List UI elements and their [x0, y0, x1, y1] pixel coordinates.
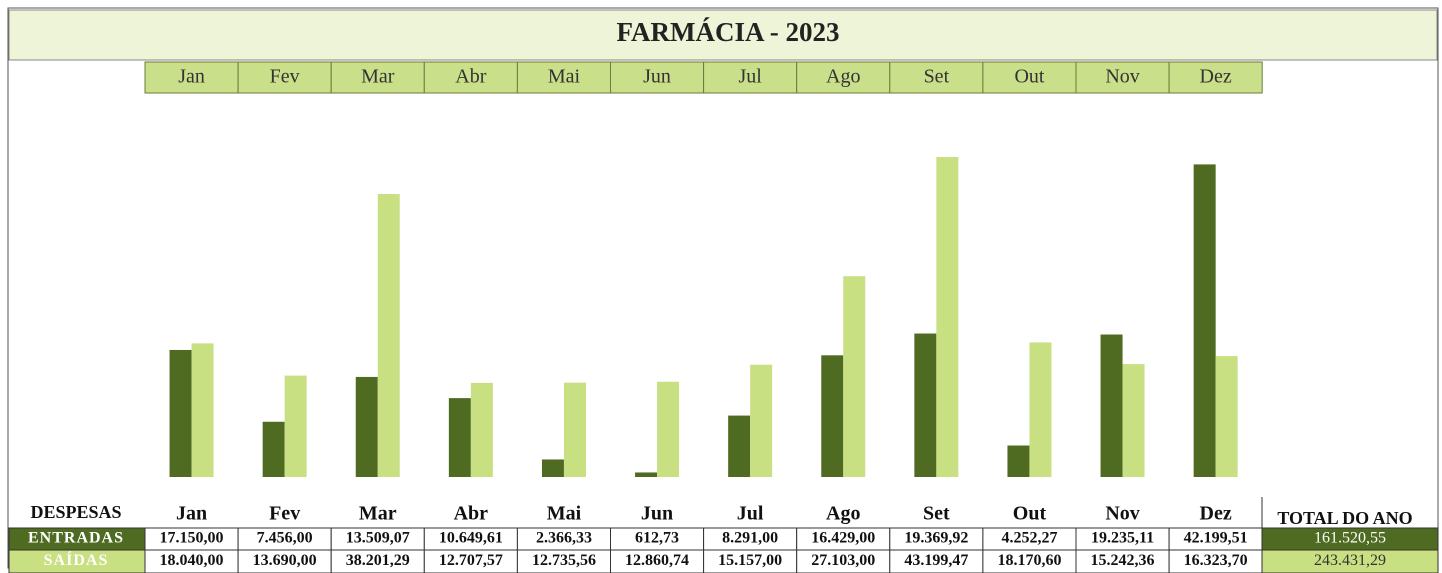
x-tick-label: Nov	[1105, 66, 1139, 88]
table-value: 18.040,00	[160, 552, 224, 569]
month-header-cell	[516, 61, 612, 94]
bar	[355, 376, 378, 477]
table-value: 13.690,00	[253, 552, 317, 569]
bar	[821, 355, 844, 477]
month-header-cell	[144, 61, 239, 94]
table-value: 15.157,00	[718, 552, 782, 569]
table-month: Mai	[547, 503, 582, 525]
total-cell	[1261, 549, 1439, 573]
month-header-cell	[796, 61, 891, 94]
table-month: Mar	[359, 503, 397, 525]
table-month: Jul	[737, 503, 764, 525]
bar	[728, 415, 751, 477]
table-value: 7.456,00	[257, 530, 313, 547]
month-header-cell	[423, 61, 518, 94]
table-month: Fev	[269, 503, 300, 525]
bar	[1193, 164, 1216, 477]
bar	[448, 398, 471, 477]
table-value: 612,73	[635, 530, 679, 547]
total-value: 161.520,55	[1314, 530, 1386, 547]
x-tick-label: Dez	[1200, 66, 1232, 88]
bar	[843, 276, 866, 477]
bar	[936, 157, 959, 477]
x-tick-label: Jan	[178, 66, 205, 88]
x-tick-label: Mar	[361, 66, 395, 88]
month-header-cell	[1168, 61, 1263, 94]
table-value: 12.707,57	[439, 552, 503, 569]
month-header-cell	[703, 61, 798, 94]
x-tick-label: Out	[1014, 66, 1044, 88]
table-value: 10.649,61	[439, 530, 503, 547]
table-value: 27.103,00	[811, 552, 875, 569]
bar	[1007, 445, 1030, 477]
bar	[191, 343, 214, 477]
legend-entry: ENTRADAS	[28, 530, 124, 547]
table-month: Ago	[826, 503, 860, 525]
table-value: 13.509,07	[346, 530, 410, 547]
table-value: 19.369,92	[904, 530, 968, 547]
table-value: 17.150,00	[160, 530, 224, 547]
month-header-cell	[1075, 61, 1170, 94]
x-tick-label: Jul	[738, 66, 762, 88]
table-value: 18.170,60	[997, 552, 1061, 569]
bar	[1100, 334, 1123, 477]
table-value: 15.242,36	[1091, 552, 1155, 569]
table-value: 42.199,51	[1184, 530, 1248, 547]
x-tick-label: Fev	[270, 66, 300, 88]
totals-header: TOTAL DO ANO	[1277, 508, 1412, 528]
month-header-cell	[610, 61, 705, 94]
x-tick-label: Abr	[455, 66, 486, 88]
table-value: 16.323,70	[1184, 552, 1248, 569]
table-value: 12.735,56	[532, 552, 596, 569]
x-tick-label: Mai	[548, 66, 581, 88]
x-tick-label: Set	[924, 66, 950, 88]
bar	[657, 381, 680, 477]
table-value: 43.199,47	[904, 552, 968, 569]
legend-entry: SAÍDAS	[44, 550, 109, 569]
bar	[1122, 364, 1145, 477]
bar	[563, 382, 586, 477]
chart-title: FARMÁCIA - 2023	[617, 17, 840, 47]
title-bar	[8, 9, 1438, 61]
bar	[1215, 356, 1238, 477]
bar	[914, 333, 937, 477]
month-header-cell	[330, 61, 425, 94]
table-month: Nov	[1105, 503, 1139, 525]
bar	[169, 349, 192, 477]
table-value: 38.201,29	[346, 552, 410, 569]
table-value: 4.252,27	[1001, 530, 1057, 547]
x-tick-label: Jun	[643, 66, 671, 88]
bar	[635, 472, 658, 477]
x-tick-label: Ago	[826, 66, 860, 88]
table-month: Set	[923, 503, 950, 525]
table-value: 16.429,00	[811, 530, 875, 547]
total-value: 243.431,29	[1314, 552, 1386, 569]
month-header-cell	[982, 61, 1077, 94]
bar	[262, 421, 285, 477]
bar	[284, 375, 307, 477]
table-month: Dez	[1200, 503, 1232, 525]
table-value: 2.366,33	[536, 530, 592, 547]
bar	[1029, 342, 1052, 477]
table-value: 19.235,11	[1091, 530, 1154, 547]
bar	[377, 194, 400, 478]
table-month: Jun	[641, 503, 673, 525]
bar	[470, 382, 493, 477]
table-month: Jan	[176, 503, 207, 525]
bar	[541, 459, 564, 477]
table-value: 8.291,00	[722, 530, 778, 547]
row-header: DESPESAS	[30, 502, 121, 522]
table-value: 12.860,74	[625, 552, 689, 569]
table-month: Out	[1013, 503, 1047, 525]
bar	[750, 364, 773, 477]
table-month: Abr	[454, 503, 489, 525]
